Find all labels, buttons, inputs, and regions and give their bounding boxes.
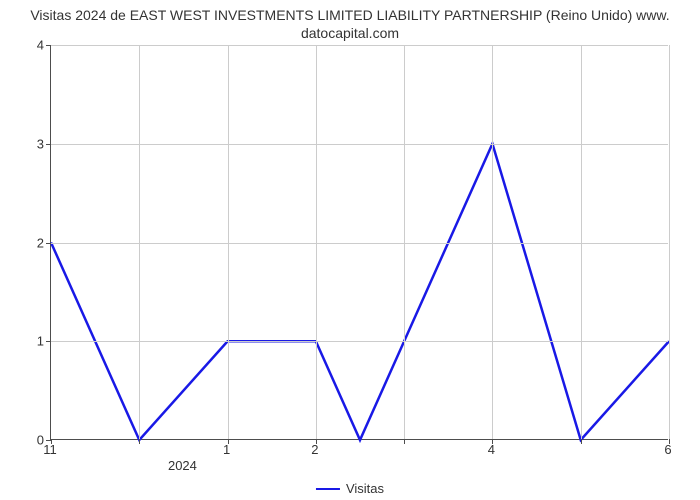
y-tick-mark (46, 243, 51, 244)
y-tick-mark (46, 341, 51, 342)
grid-v (669, 45, 670, 439)
y-tick-label: 3 (37, 136, 44, 151)
grid-h (51, 341, 668, 342)
plot-area (50, 45, 668, 440)
y-tick-label: 4 (37, 38, 44, 53)
x-tick-label: 1 (223, 442, 230, 457)
series-line (51, 144, 669, 440)
title-line1: Visitas 2024 de EAST WEST INVESTMENTS LI… (30, 7, 669, 23)
legend-label: Visitas (346, 481, 384, 496)
y-tick-mark (46, 440, 51, 441)
x-tick-label: 2 (311, 442, 318, 457)
x-tick-label: 11 (43, 442, 57, 457)
chart-title: Visitas 2024 de EAST WEST INVESTMENTS LI… (0, 0, 700, 42)
grid-h (51, 45, 668, 46)
title-line2: datocapital.com (301, 25, 399, 41)
legend: Visitas (316, 481, 384, 496)
grid-h (51, 243, 668, 244)
chart-container: Visitas 2024 de EAST WEST INVESTMENTS LI… (0, 0, 700, 500)
x-tick-mark (404, 439, 405, 444)
x-sub-label: 2024 (168, 458, 197, 473)
y-tick-label: 2 (37, 235, 44, 250)
legend-swatch (316, 488, 340, 490)
grid-h (51, 144, 668, 145)
y-tick-mark (46, 45, 51, 46)
y-tick-mark (46, 144, 51, 145)
x-tick-label: 6 (664, 442, 671, 457)
y-tick-label: 1 (37, 334, 44, 349)
x-tick-mark (139, 439, 140, 444)
x-tick-label: 4 (488, 442, 495, 457)
x-tick-mark (581, 439, 582, 444)
